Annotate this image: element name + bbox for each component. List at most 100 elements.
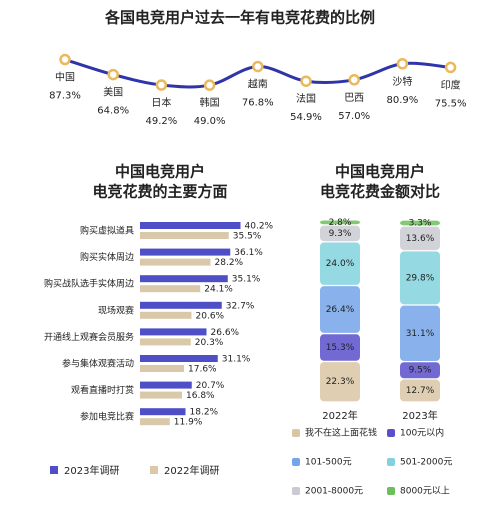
bar-segment [320, 242, 360, 285]
value-label: 15.3% [326, 343, 355, 353]
value-label: 3.3% [409, 219, 432, 229]
legend-label: 2023年调研 [64, 464, 119, 477]
category-label: 购买实体周边 [80, 251, 134, 263]
value-label: 64.8% [97, 106, 129, 117]
chart-title: 各国电竞用户过去一年有电竞花费的比例 [104, 9, 375, 27]
bar-segment [400, 362, 440, 379]
bar-segment [320, 286, 360, 333]
legend-marker [292, 487, 300, 495]
bar [140, 408, 186, 416]
value-label: 24.0% [326, 259, 355, 269]
category-label: 观看直播时打赏 [71, 384, 134, 396]
chart-title: 电竞花费的主要方面 [92, 183, 227, 201]
bar [140, 338, 191, 346]
legend-label: 501-2000元 [400, 458, 452, 468]
category-label: 越南 [248, 78, 268, 91]
value-label: 26.6% [211, 328, 240, 338]
legend-label: 8000元以上 [400, 486, 450, 497]
category-label: 2022年 [322, 409, 357, 422]
category-label: 日本 [151, 96, 171, 109]
bar-segment [400, 226, 440, 251]
value-label: 87.3% [49, 91, 81, 102]
marker [444, 61, 457, 74]
value-label: 36.1% [234, 248, 263, 258]
value-label: 54.9% [290, 112, 322, 123]
chart-title: 电竞花费金额对比 [320, 183, 440, 201]
legend-label: 101-500元 [305, 458, 352, 468]
value-label: 28.2% [215, 258, 244, 268]
bar [140, 311, 192, 319]
legend-marker [387, 458, 395, 466]
bar [140, 391, 182, 399]
marker [203, 79, 216, 91]
value-label: 16.8% [186, 391, 215, 401]
value-label: 49.0% [194, 116, 226, 127]
chart-title: 中国电竞用户 [115, 163, 205, 181]
value-label: 76.8% [242, 98, 274, 109]
legend-marker [150, 466, 158, 474]
value-label: 11.9% [174, 418, 203, 428]
marker [107, 68, 119, 81]
value-label: 2.8% [329, 218, 352, 228]
bar-segment [400, 220, 440, 226]
category-label: 中国 [55, 71, 75, 84]
marker [155, 79, 168, 91]
legend-label: 2022年调研 [164, 464, 219, 477]
bar-segment [320, 220, 360, 225]
bar-segment [320, 225, 360, 242]
bar-segment [320, 334, 360, 361]
value-label: 9.3% [329, 229, 352, 239]
bar [140, 258, 211, 266]
value-label: 80.9% [387, 95, 419, 106]
value-label: 35.1% [232, 275, 261, 285]
value-label: 35.5% [233, 232, 262, 242]
value-label: 13.6% [406, 234, 435, 244]
bar-segment [400, 305, 440, 361]
bar-segment [400, 251, 440, 305]
marker [59, 53, 71, 66]
value-label: 20.3% [195, 338, 224, 348]
category-label: 印度 [441, 78, 461, 91]
value-label: 24.1% [204, 285, 233, 295]
category-label: 开通线上观赛会员服务 [44, 331, 134, 343]
legend-label: 100元以内 [400, 427, 444, 439]
marker [252, 60, 264, 73]
bar [140, 381, 192, 389]
bar [140, 355, 218, 362]
chart-title: 中国电竞用户 [335, 163, 425, 181]
value-label: 75.5% [435, 98, 467, 109]
bar [140, 365, 184, 372]
value-label: 17.6% [188, 365, 217, 375]
category-label: 现场观赛 [98, 304, 134, 316]
category-label: 美国 [103, 86, 123, 99]
value-label: 49.2% [146, 116, 178, 127]
value-label: 31.1% [406, 329, 435, 339]
category-label: 2023年 [402, 409, 437, 422]
legend-marker [50, 466, 58, 474]
value-label: 18.2% [190, 408, 219, 418]
value-label: 29.8% [406, 273, 435, 283]
legend-label: 2001-8000元 [305, 487, 363, 497]
value-label: 12.7% [406, 386, 435, 396]
marker [396, 58, 409, 70]
category-label: 沙特 [392, 76, 412, 88]
bar-segment [400, 379, 440, 402]
category-label: 参加电竞比赛 [80, 411, 134, 423]
bar [140, 328, 207, 336]
value-label: 57.0% [338, 111, 370, 122]
legend-marker [387, 429, 395, 437]
category-label: 法国 [296, 92, 316, 105]
category-label: 购买虚拟道具 [80, 225, 134, 237]
legend-marker [387, 487, 395, 495]
bar [140, 275, 228, 283]
category-label: 参与集体观赛活动 [62, 358, 134, 370]
value-label: 31.1% [222, 355, 251, 365]
value-label: 32.7% [226, 301, 255, 311]
category-label: 购买战队选手实体周边 [44, 278, 134, 290]
value-label: 22.3% [326, 377, 355, 387]
value-label: 20.7% [196, 381, 225, 391]
category-label: 巴西 [344, 92, 364, 104]
legend-marker [292, 458, 300, 466]
legend-label: 我不在这上面花钱 [305, 427, 377, 439]
